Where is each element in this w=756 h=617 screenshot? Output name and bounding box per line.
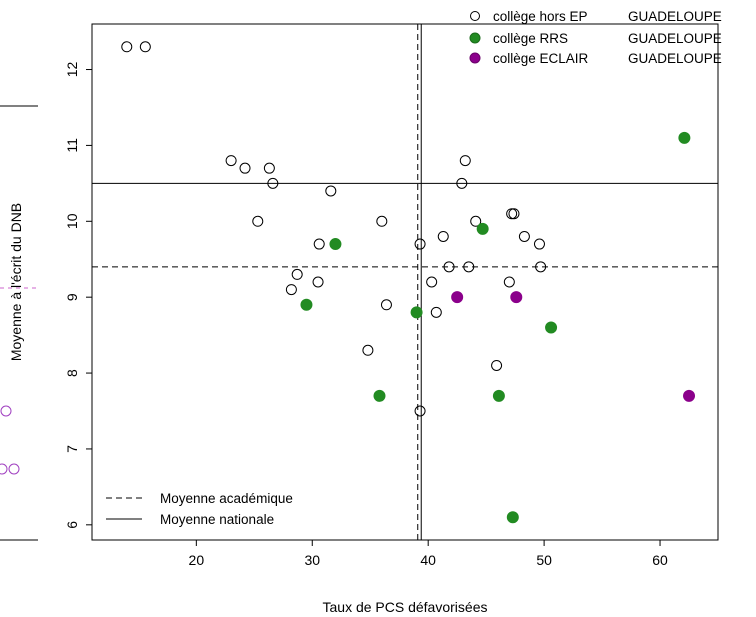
point-series-0 xyxy=(430,306,442,318)
legend-label-academique: Moyenne académique xyxy=(160,491,293,506)
point-series-0 xyxy=(463,261,475,273)
point-series-0 xyxy=(470,215,482,227)
point-series-0 xyxy=(325,185,337,197)
point-series-0 xyxy=(285,284,297,296)
legend-region-rrs: GUADELOUPE xyxy=(628,31,722,46)
point-series-1 xyxy=(678,131,691,144)
point-series-1 xyxy=(329,238,342,251)
point-series-0 xyxy=(362,344,374,356)
point-series-0 xyxy=(456,177,468,189)
point-series-0 xyxy=(376,215,388,227)
legend-label-rrs: collège RRS xyxy=(493,31,568,46)
point-series-0 xyxy=(503,276,515,288)
point-series-0 xyxy=(533,238,545,250)
neighbor-panel-point xyxy=(0,405,12,417)
x-axis-title: Taux de PCS défavorisées xyxy=(323,599,488,615)
point-series-1 xyxy=(506,511,519,524)
legend-marker-rrs xyxy=(469,32,481,44)
reference-lines xyxy=(92,24,718,540)
x-tick-label: 60 xyxy=(652,552,668,568)
point-series-0 xyxy=(506,208,518,220)
point-series-2 xyxy=(683,389,696,402)
series-legend: collège hors EP GUADELOUPE collège RRS G… xyxy=(469,9,722,66)
point-series-1 xyxy=(476,222,489,235)
x-tick-label: 40 xyxy=(420,552,436,568)
y-tick-label: 9 xyxy=(64,293,80,301)
legend-label-eclair: collège ECLAIR xyxy=(493,51,589,66)
point-series-1 xyxy=(545,321,558,334)
x-tick-label: 50 xyxy=(536,552,552,568)
point-series-2 xyxy=(451,291,464,304)
data-points xyxy=(121,41,696,524)
lines-legend: Moyenne académique Moyenne nationale xyxy=(106,491,293,527)
point-series-0 xyxy=(267,177,279,189)
legend-marker-hors-ep xyxy=(470,11,480,21)
point-series-2 xyxy=(510,291,523,304)
neighbor-panel-point xyxy=(8,463,20,475)
legend-marker-eclair xyxy=(469,52,481,64)
y-tick-label: 7 xyxy=(64,445,80,453)
point-series-0 xyxy=(426,276,438,288)
plot-frame xyxy=(91,23,719,541)
legend-region-hors-ep: GUADELOUPE xyxy=(628,9,722,24)
point-series-0 xyxy=(459,155,471,167)
y-axis: 6 7 8 9 10 11 12 xyxy=(64,62,92,529)
y-tick-label: 6 xyxy=(64,521,80,529)
x-tick-label: 20 xyxy=(189,552,205,568)
point-series-0 xyxy=(518,230,530,242)
point-series-0 xyxy=(414,238,426,250)
y-tick-label: 12 xyxy=(64,62,80,78)
point-series-1 xyxy=(373,389,386,402)
y-tick-label: 10 xyxy=(64,213,80,229)
point-series-0 xyxy=(313,238,325,250)
point-series-0 xyxy=(239,162,251,174)
legend-label-nationale: Moyenne nationale xyxy=(160,512,274,527)
point-series-1 xyxy=(492,389,505,402)
point-series-0 xyxy=(139,41,151,53)
legend-label-hors-ep: collège hors EP xyxy=(493,9,588,24)
point-series-1 xyxy=(410,306,423,319)
point-series-0 xyxy=(535,261,547,273)
point-series-0 xyxy=(443,261,455,273)
neighbor-panel-point xyxy=(0,463,8,475)
point-series-0 xyxy=(225,155,237,167)
point-series-0 xyxy=(312,276,324,288)
y-tick-label: 8 xyxy=(64,369,80,377)
point-series-0 xyxy=(414,405,426,417)
point-series-0 xyxy=(291,268,303,280)
point-series-1 xyxy=(300,298,313,311)
legend-region-eclair: GUADELOUPE xyxy=(628,51,722,66)
point-series-0 xyxy=(491,359,503,371)
point-series-0 xyxy=(121,41,133,53)
y-tick-label: 11 xyxy=(64,138,80,153)
point-series-0 xyxy=(508,208,520,220)
point-series-0 xyxy=(263,162,275,174)
point-series-0 xyxy=(252,215,264,227)
y-axis-title: Moyenne à l'écrit du DNB xyxy=(8,203,24,361)
x-tick-label: 30 xyxy=(304,552,320,568)
point-series-0 xyxy=(437,230,449,242)
x-axis: 20 30 40 50 60 xyxy=(189,540,668,568)
point-series-0 xyxy=(380,299,392,311)
